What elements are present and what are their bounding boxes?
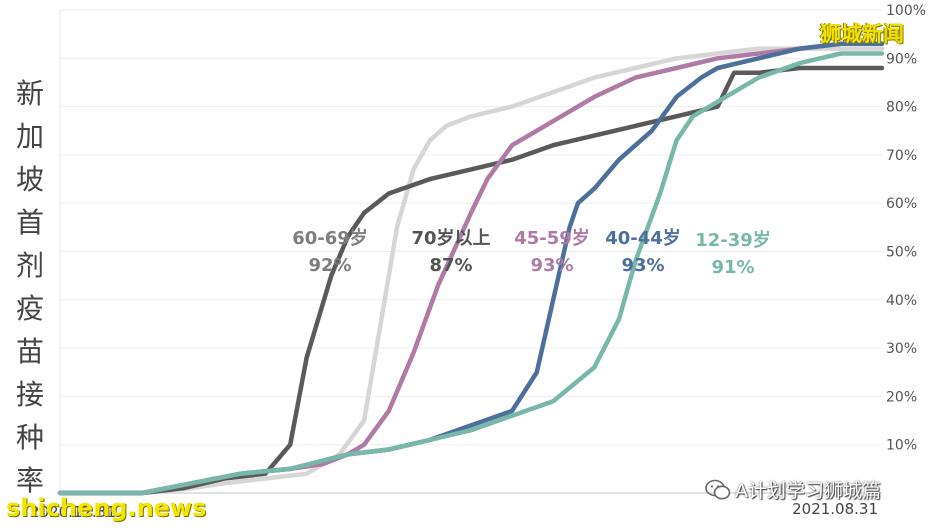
watermark-wechat: A计划学习狮城篇 bbox=[705, 476, 881, 503]
series-label-value: 91% bbox=[711, 257, 754, 278]
wechat-icon bbox=[705, 479, 731, 499]
y-tick-label: 90% bbox=[886, 51, 917, 67]
series-label-value: 93% bbox=[621, 255, 664, 276]
series-label-name: 70岁以上 bbox=[411, 227, 490, 249]
title-char: 疫 bbox=[15, 292, 44, 325]
y-tick-label: 10% bbox=[886, 438, 917, 454]
title-char: 苗 bbox=[15, 335, 44, 368]
series-label-value: 92% bbox=[308, 255, 351, 276]
gridlines bbox=[59, 9, 882, 494]
watermark-top-right: 狮城新闻 bbox=[820, 22, 904, 46]
series-label-value: 93% bbox=[530, 255, 573, 276]
y-tick-label: 80% bbox=[886, 100, 917, 116]
title-char: 率 bbox=[15, 464, 44, 497]
y-tick-label: 70% bbox=[886, 148, 917, 164]
series-label-value: 87% bbox=[429, 255, 472, 276]
y-tick-label: 40% bbox=[886, 293, 917, 309]
series-label-name: 45-59岁 bbox=[514, 227, 590, 249]
wechat-account-name: A计划学习狮城篇 bbox=[735, 480, 881, 502]
series-lines bbox=[57, 41, 885, 496]
y-tick-label: 60% bbox=[886, 196, 917, 212]
y-tick-label: 20% bbox=[886, 389, 917, 405]
title-char: 剂 bbox=[15, 249, 44, 282]
series-label-name: 60-69岁 bbox=[292, 227, 368, 249]
series-line bbox=[57, 46, 885, 496]
x-axis-labels: 2021.08.31 2020.12.31 2021.02.14 bbox=[30, 500, 878, 521]
title-char: 加 bbox=[15, 120, 44, 153]
series-label-name: 40-44岁 bbox=[605, 227, 681, 249]
y-tick-label: 30% bbox=[886, 341, 917, 357]
x-start-label-alt: 2021.02.14 bbox=[785, 513, 786, 514]
vertical-title: 新加坡首剂疫苗接种率 bbox=[8, 72, 52, 502]
watermark-bottom-left: shicheng.news bbox=[6, 494, 207, 522]
y-tick-label: 100% bbox=[886, 3, 926, 19]
title-char: 接 bbox=[15, 378, 44, 411]
series-labels: 60-69岁 92% 70岁以上 87% 45-59岁 93% 40-44岁 93% 12-39… bbox=[292, 227, 771, 278]
series-label-name: 12-39岁 bbox=[695, 229, 771, 251]
series-line bbox=[57, 65, 885, 496]
title-char: 种 bbox=[15, 421, 44, 454]
title-char: 新 bbox=[15, 77, 44, 110]
x-start-label: 2020.12.31 bbox=[30, 503, 116, 521]
title-char: 首 bbox=[15, 206, 44, 239]
y-axis-ticks: 10% 20% 30% 40% 50% 60% 70% 80% 90% 100% bbox=[886, 3, 926, 454]
title-char: 坡 bbox=[15, 163, 44, 196]
series-line bbox=[57, 51, 885, 496]
x-end-label: 2021.08.31 bbox=[792, 500, 878, 518]
y-tick-label: 50% bbox=[886, 245, 917, 261]
